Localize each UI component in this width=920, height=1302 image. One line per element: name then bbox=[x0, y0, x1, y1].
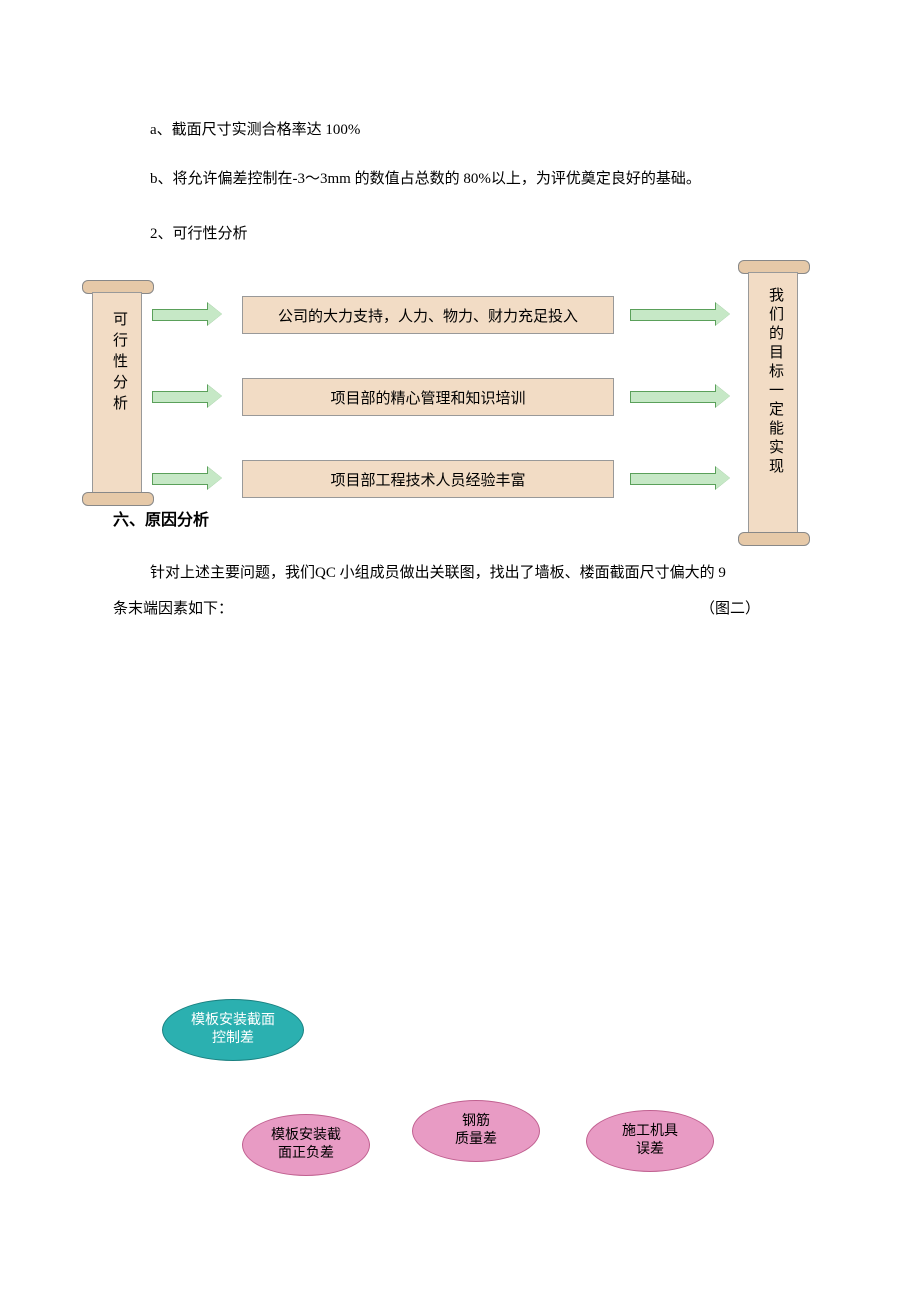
ellipse-pink-3-line1: 施工机具 bbox=[622, 1123, 678, 1141]
arrow-left-3 bbox=[152, 469, 222, 487]
arrow-right-2 bbox=[630, 387, 730, 405]
right-scroll-text: 我们的目标一定能实现 bbox=[765, 287, 786, 477]
ellipse-teal-line1: 模板安装截面 bbox=[191, 1012, 275, 1030]
ellipse-teal-line2: 控制差 bbox=[212, 1030, 254, 1048]
left-scroll-text: 可行性分析 bbox=[109, 311, 130, 416]
text-line-2: 2、可行性分析 bbox=[150, 221, 248, 248]
ellipse-pink-1-line1: 模板安装截 bbox=[271, 1127, 341, 1145]
fig-ref: （图二） bbox=[700, 596, 760, 623]
heading-6: 六、原因分析 bbox=[113, 506, 209, 530]
fact-box-1: 公司的大力支持，人力、物力、财力充足投入 bbox=[242, 296, 614, 334]
ellipse-pink-2: 钢筋 质量差 bbox=[412, 1100, 540, 1162]
ellipse-pink-1-line2: 面正负差 bbox=[278, 1145, 334, 1163]
para-1a: 针对上述主要问题，我们QC 小组成员做出关联图，找出了墙板、楼面截面尺寸偏大的 … bbox=[150, 560, 726, 587]
arrow-right-1 bbox=[630, 305, 730, 323]
text-line-b: b、将允许偏差控制在-3～3mm 的数值占总数的 80%以上，为评优奠定良好的基… bbox=[150, 166, 701, 193]
fact-box-2: 项目部的精心管理和知识培训 bbox=[242, 378, 614, 416]
ellipse-pink-2-line2: 质量差 bbox=[455, 1131, 497, 1149]
fact-box-3: 项目部工程技术人员经验丰富 bbox=[242, 460, 614, 498]
right-scroll: 我们的目标一定能实现 bbox=[748, 272, 798, 534]
left-scroll-bottom-roll bbox=[82, 492, 154, 506]
right-scroll-bottom-roll bbox=[738, 532, 810, 546]
para-1b: 条末端因素如下： bbox=[113, 596, 233, 623]
ellipse-pink-3: 施工机具 误差 bbox=[586, 1110, 714, 1172]
ellipse-pink-1: 模板安装截 面正负差 bbox=[242, 1114, 370, 1176]
text-line-a: a、截面尺寸实测合格率达 100% bbox=[150, 117, 360, 144]
ellipse-pink-2-line1: 钢筋 bbox=[462, 1113, 490, 1131]
ellipse-pink-3-line2: 误差 bbox=[636, 1141, 664, 1159]
arrow-left-2 bbox=[152, 387, 222, 405]
page: a、截面尺寸实测合格率达 100% b、将允许偏差控制在-3～3mm 的数值占总… bbox=[0, 0, 920, 1302]
left-scroll: 可行性分析 bbox=[92, 292, 142, 494]
arrow-right-3 bbox=[630, 469, 730, 487]
ellipse-teal: 模板安装截面 控制差 bbox=[162, 999, 304, 1061]
arrow-left-1 bbox=[152, 305, 222, 323]
